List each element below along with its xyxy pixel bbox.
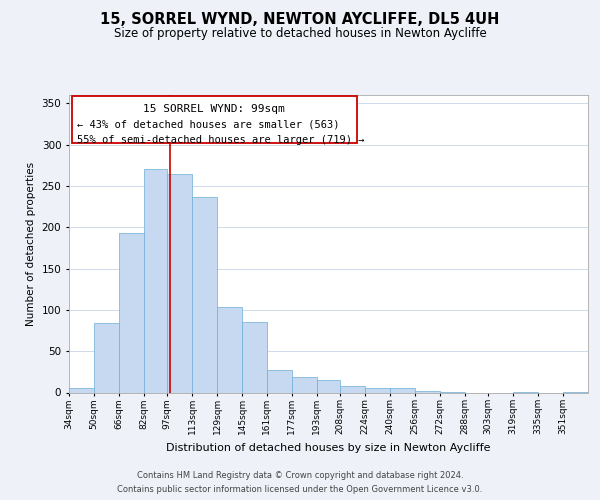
Bar	[69, 388, 94, 392]
X-axis label: Distribution of detached houses by size in Newton Aycliffe: Distribution of detached houses by size …	[166, 443, 491, 453]
FancyBboxPatch shape	[71, 96, 357, 143]
Bar	[217, 308, 242, 392]
Text: 55% of semi-detached houses are larger (719) →: 55% of semi-detached houses are larger (…	[77, 134, 364, 144]
Text: Size of property relative to detached houses in Newton Aycliffe: Size of property relative to detached ho…	[113, 28, 487, 40]
Bar	[415, 391, 440, 392]
Bar	[94, 323, 119, 392]
Bar	[192, 198, 217, 392]
Text: Contains HM Land Registry data © Crown copyright and database right 2024.: Contains HM Land Registry data © Crown c…	[137, 471, 463, 480]
Bar	[167, 174, 192, 392]
Text: 15 SORREL WYND: 99sqm: 15 SORREL WYND: 99sqm	[143, 104, 285, 114]
Text: 15, SORREL WYND, NEWTON AYCLIFFE, DL5 4UH: 15, SORREL WYND, NEWTON AYCLIFFE, DL5 4U…	[100, 12, 500, 28]
Text: ← 43% of detached houses are smaller (563): ← 43% of detached houses are smaller (56…	[77, 120, 339, 130]
Y-axis label: Number of detached properties: Number of detached properties	[26, 162, 36, 326]
Text: Contains public sector information licensed under the Open Government Licence v3: Contains public sector information licen…	[118, 485, 482, 494]
Bar	[390, 388, 415, 392]
Bar	[267, 370, 292, 392]
Bar	[119, 233, 144, 392]
Bar	[365, 388, 390, 392]
Bar	[292, 377, 317, 392]
Bar	[340, 386, 365, 392]
Bar	[144, 170, 167, 392]
Bar	[242, 322, 267, 392]
Bar	[317, 380, 340, 392]
